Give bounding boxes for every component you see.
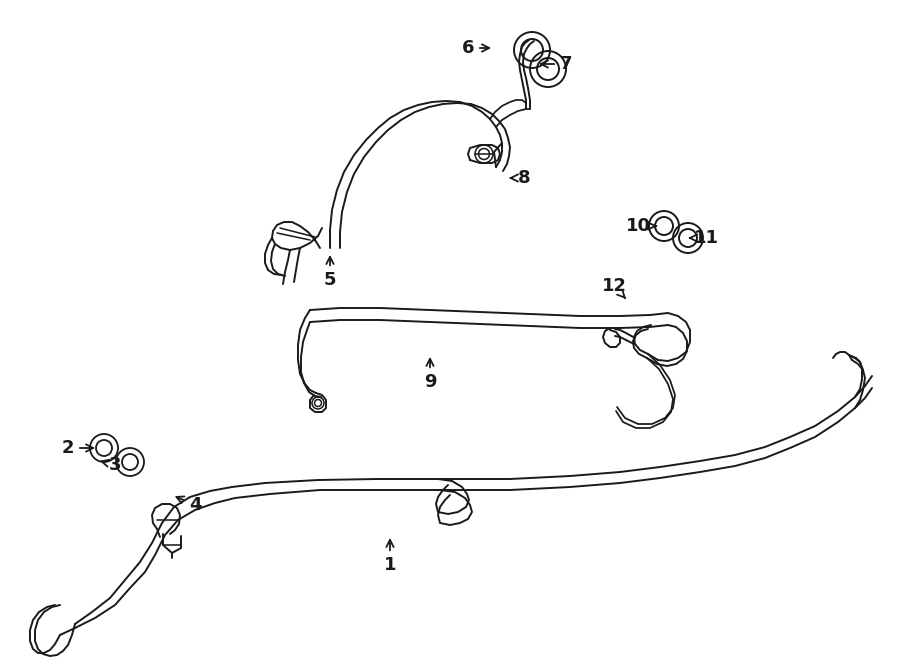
Text: 8: 8	[510, 169, 530, 187]
Text: 3: 3	[102, 456, 122, 474]
Text: 5: 5	[324, 257, 337, 289]
Text: 12: 12	[601, 277, 626, 298]
Text: 10: 10	[626, 217, 656, 235]
Text: 2: 2	[62, 439, 94, 457]
Text: 1: 1	[383, 540, 396, 574]
Text: 7: 7	[541, 55, 572, 73]
Text: 9: 9	[424, 359, 436, 391]
Text: 11: 11	[689, 229, 718, 247]
Text: 6: 6	[462, 39, 490, 57]
Text: 4: 4	[176, 496, 202, 514]
